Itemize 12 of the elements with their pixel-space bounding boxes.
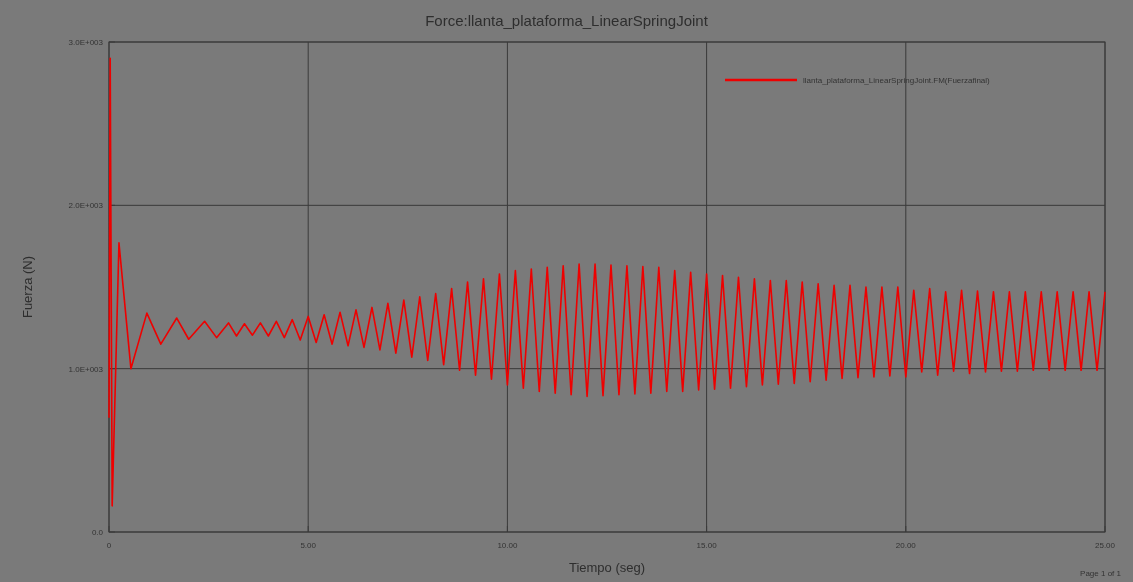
y-tick-label: 3.0E+003 (68, 38, 104, 47)
x-tick-label: 5.00 (300, 541, 317, 550)
x-tick-label: 20.00 (895, 541, 917, 550)
x-tick-label: 15.00 (696, 541, 718, 550)
y-tick-label: 1.0E+003 (68, 364, 104, 374)
y-axis-title: Fuerza (N) (20, 255, 35, 319)
text: llanta_plataforma_LinearSpringJoint.FM(Fuerzafinal) (803, 76, 991, 85)
y-tick-label: 2.0E+003 (68, 201, 104, 211)
x-tick-label: 25.00 (1094, 541, 1116, 550)
x-axis-title: Tiempo (seg) (568, 560, 646, 575)
line-series (108, 57, 1106, 507)
chart-title: Force:llanta_plataforma_LinearSpringJoint (425, 12, 709, 29)
